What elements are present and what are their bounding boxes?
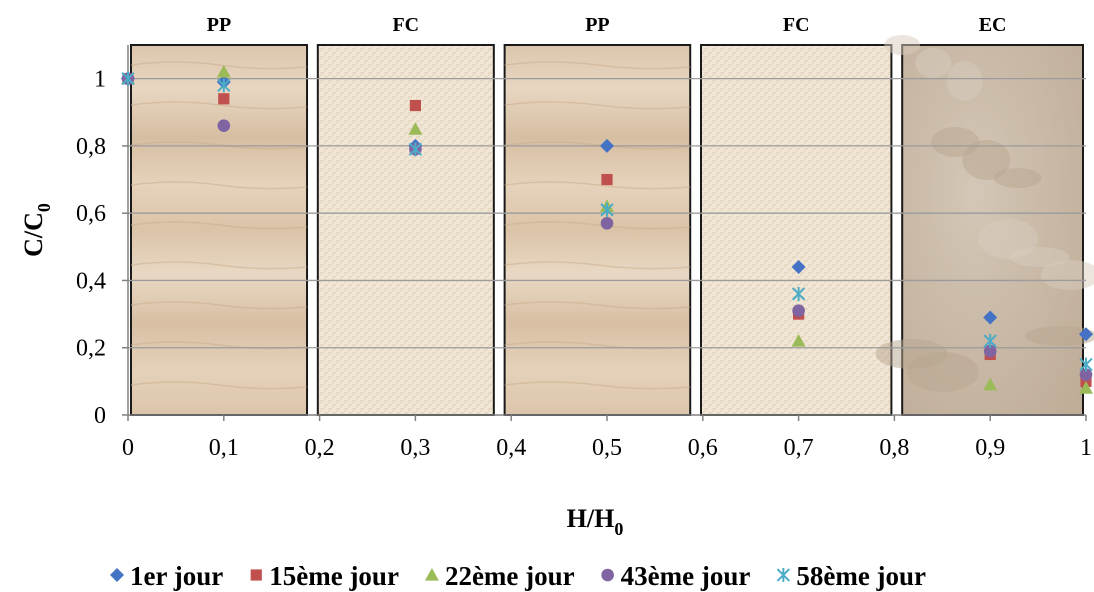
point-triangle bbox=[216, 64, 231, 78]
x-tick-label: 0 bbox=[122, 435, 134, 461]
point-diamond bbox=[1079, 327, 1093, 342]
wood-grain bbox=[504, 301, 691, 310]
wood-grain bbox=[130, 341, 308, 350]
legend-item: 43ème jour bbox=[601, 561, 750, 591]
x-tick-label: 0,4 bbox=[496, 435, 526, 461]
point-star bbox=[408, 142, 423, 157]
zone-label: FC bbox=[392, 14, 419, 36]
legend-label: 1er jour bbox=[130, 561, 223, 591]
zone-label: PP bbox=[585, 14, 609, 36]
zone-panel-1 bbox=[130, 44, 309, 416]
x-tick-label: 0,5 bbox=[592, 435, 622, 461]
wood-grain bbox=[504, 61, 691, 70]
point-diamond bbox=[983, 310, 998, 325]
legend-label: 15ème jour bbox=[269, 561, 399, 591]
y-tick-label: 1 bbox=[94, 67, 106, 93]
zone-panel-3 bbox=[503, 44, 692, 416]
point-square bbox=[218, 93, 230, 105]
x-tick-label: 0,9 bbox=[975, 435, 1005, 461]
point-square bbox=[601, 173, 613, 186]
legend-label: 43ème jour bbox=[621, 561, 751, 591]
x-tick-label: 1 bbox=[1080, 435, 1092, 461]
point-circle bbox=[217, 119, 231, 133]
wood-grain bbox=[504, 141, 691, 150]
stone-speck bbox=[1009, 247, 1070, 267]
zone-label: FC bbox=[783, 14, 810, 36]
y-axis-title: C/C0 bbox=[19, 203, 54, 257]
wood-grain bbox=[130, 381, 308, 390]
zone-panel-2 bbox=[316, 44, 495, 416]
legend-marker-circle bbox=[601, 568, 614, 582]
point-circle bbox=[792, 304, 805, 318]
point-circle bbox=[1079, 368, 1093, 381]
legend: 1er jour 15ème jour 22ème jour 43ème jour 58… bbox=[110, 561, 926, 591]
legend-marker-triangle bbox=[424, 568, 439, 581]
point-triangle bbox=[983, 377, 998, 391]
point-star bbox=[217, 78, 231, 93]
x-tick-label: 0,7 bbox=[784, 435, 814, 461]
wood-grain bbox=[130, 141, 308, 150]
zone-label: EC bbox=[979, 14, 1007, 36]
y-tick-label: 0,4 bbox=[76, 268, 106, 294]
stone-speck bbox=[993, 168, 1042, 188]
y-tick-label: 0 bbox=[94, 403, 106, 429]
point-triangle bbox=[1079, 381, 1093, 394]
legend-marker-star bbox=[776, 568, 791, 582]
point-star bbox=[1079, 357, 1093, 372]
wood-grain bbox=[504, 261, 691, 270]
y-tick-label: 0,2 bbox=[76, 336, 106, 362]
legend-item: 15ème jour bbox=[250, 561, 399, 591]
point-diamond bbox=[600, 138, 614, 153]
wood-grain bbox=[130, 221, 308, 230]
wood-grain bbox=[504, 221, 691, 230]
wood-grain bbox=[130, 261, 308, 270]
background-zones: PP FC PP FC EC bbox=[130, 14, 1094, 416]
zone-label: PP bbox=[207, 14, 231, 36]
stone-speck bbox=[962, 140, 1011, 180]
wood-grain bbox=[504, 341, 691, 350]
point-triangle bbox=[408, 122, 423, 135]
legend-marker-square bbox=[250, 569, 262, 581]
wood-grain bbox=[130, 101, 308, 110]
x-tick-label: 0,8 bbox=[879, 435, 909, 461]
point-star bbox=[600, 202, 614, 217]
legend-label: 22ème jour bbox=[445, 561, 575, 591]
wood-grain bbox=[130, 301, 308, 310]
x-tick-label: 0,1 bbox=[209, 435, 239, 461]
stone-speck bbox=[915, 48, 952, 78]
legend-item: 1er jour bbox=[110, 561, 223, 591]
point-star bbox=[121, 71, 135, 86]
point-star bbox=[791, 286, 806, 301]
x-tick-label: 0,3 bbox=[400, 435, 430, 461]
point-diamond bbox=[791, 260, 806, 274]
x-axis-title: H/H0 bbox=[567, 504, 624, 539]
y-tick-label: 0,8 bbox=[76, 134, 106, 160]
wood-grain bbox=[504, 381, 691, 390]
stone-speck bbox=[1040, 260, 1094, 290]
point-square bbox=[409, 99, 421, 112]
stone-speck bbox=[1025, 326, 1094, 346]
legend-label: 58ème jour bbox=[796, 561, 926, 591]
y-tick-label: 0,6 bbox=[76, 201, 106, 227]
legend-marker-diamond bbox=[110, 568, 124, 582]
wood-grain bbox=[130, 61, 308, 70]
x-tick-label: 0,2 bbox=[305, 435, 335, 461]
zone-panel-4 bbox=[700, 44, 893, 416]
stone-speck bbox=[884, 35, 921, 55]
point-circle bbox=[600, 216, 614, 230]
x-tick-label: 0,6 bbox=[688, 435, 718, 461]
point-circle bbox=[983, 344, 997, 358]
data-points bbox=[121, 64, 1093, 394]
legend-item: 58ème jour bbox=[776, 561, 926, 591]
point-star bbox=[983, 334, 997, 348]
stone-speck bbox=[906, 352, 979, 392]
axes: 0 0,2 0,4 0,6 0,8 1 0 0,1 0,2 0,3 0,4 0,5 0,6 0,7 0,8 0… bbox=[76, 45, 1092, 461]
wood-grain bbox=[130, 181, 308, 190]
point-triangle bbox=[791, 334, 806, 347]
legend-item: 22ème jour bbox=[424, 561, 575, 591]
wood-grain bbox=[504, 101, 691, 110]
wood-grain bbox=[504, 181, 691, 190]
stone-speck bbox=[946, 61, 983, 101]
